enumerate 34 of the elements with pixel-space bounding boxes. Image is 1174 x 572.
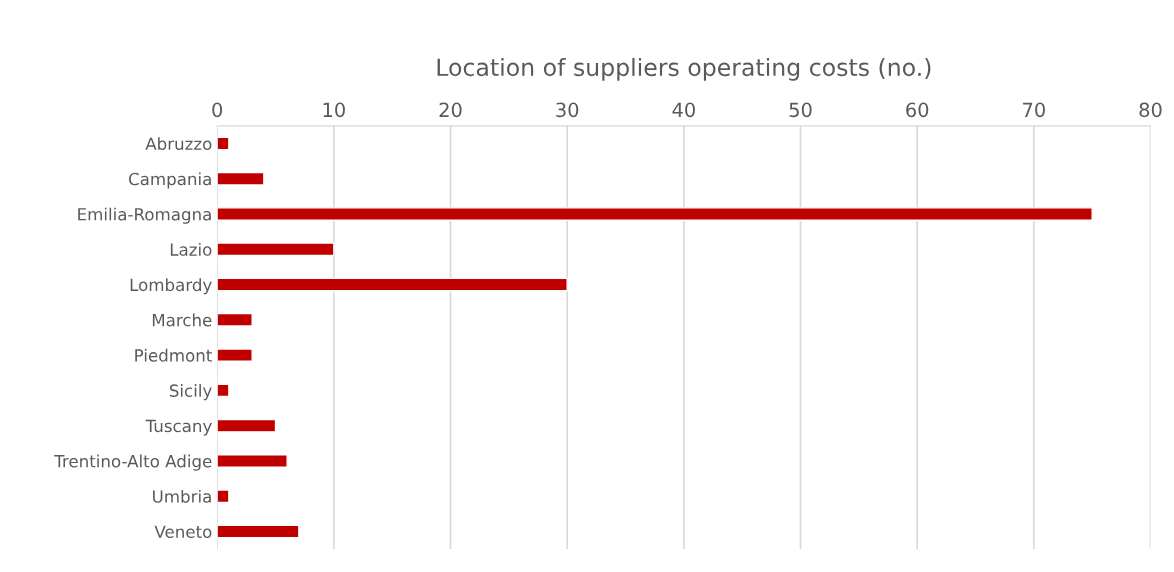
y-tick-label: Sicily — [169, 384, 212, 401]
y-tick-label: Abruzzo — [145, 137, 212, 151]
y-tick-label: Lazio — [170, 242, 212, 256]
y-tick-label: Marche — [152, 313, 212, 327]
bar — [217, 418, 277, 433]
x-tick-label: 40 — [672, 102, 695, 118]
x-tick-label: 70 — [1023, 102, 1045, 118]
y-tick-label: Piedmont — [135, 348, 212, 362]
y-tick-label: Tuscany — [145, 419, 212, 436]
x-tick-label: 80 — [1139, 102, 1162, 118]
x-tick-label: 0 — [212, 102, 223, 118]
x-tick-label: 60 — [906, 102, 929, 118]
bar — [217, 171, 265, 186]
bar — [217, 454, 288, 468]
y-tick-label: Lombardy — [130, 278, 212, 295]
x-tick-label: 50 — [789, 102, 812, 118]
bar — [217, 136, 230, 151]
bar — [217, 524, 300, 539]
x-tick-label: 10 — [323, 102, 345, 118]
bar — [217, 242, 335, 257]
y-tick-label: Umbria — [153, 489, 211, 503]
y-tick-label: Trentino-Alto Adige — [54, 454, 212, 471]
y-tick-label: Emilia-Romagna — [78, 207, 211, 224]
bar — [217, 383, 230, 398]
bar — [217, 277, 568, 292]
bar — [217, 489, 230, 504]
x-tick-label: 20 — [439, 102, 462, 118]
bar — [217, 207, 1093, 221]
y-tick-label: Campania — [128, 172, 211, 189]
x-tick-label: 30 — [556, 102, 579, 118]
chart-title: Location of suppliers operating costs (no.) — [437, 57, 931, 81]
bar — [217, 312, 253, 327]
bar — [217, 348, 253, 362]
y-tick-label: Veneto — [154, 525, 212, 539]
